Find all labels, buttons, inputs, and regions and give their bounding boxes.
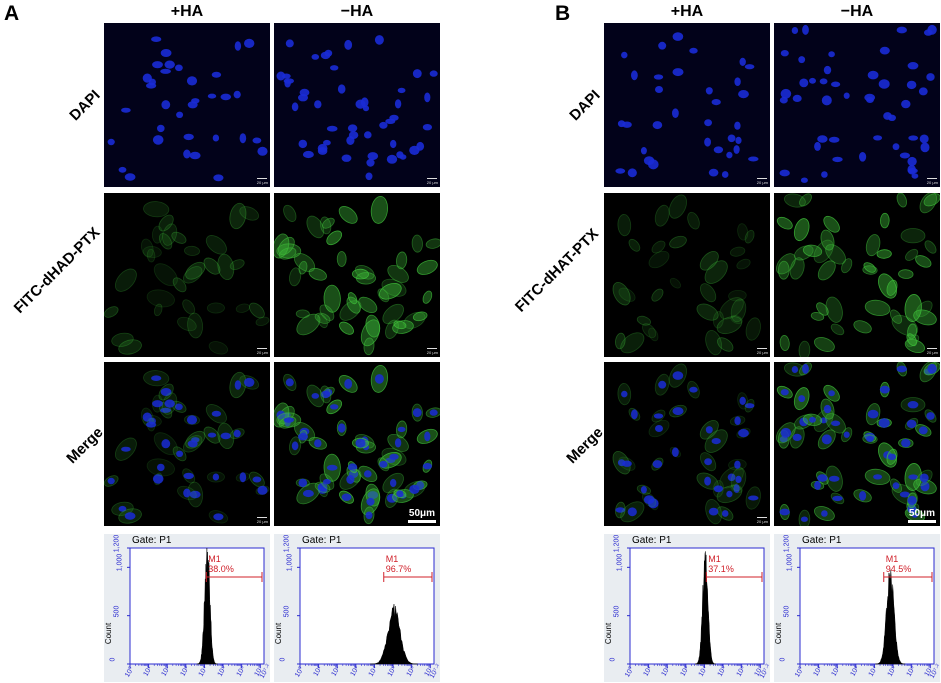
histogram-peak [875, 569, 906, 665]
flow-marker-label: M1 [885, 554, 899, 564]
scale-bar-small: 20 μm [426, 180, 438, 185]
col-head-a-plus-ha: +HA [170, 3, 204, 20]
scale-bar-small: 20 μm [426, 350, 438, 355]
panel-letter-b: B [555, 2, 571, 25]
flow-y-axis-label: Count [274, 622, 284, 645]
flow-y-tick-label: 1,200 [783, 534, 791, 553]
flow-y-axis-label: Count [604, 622, 614, 645]
flow-y-tick-label: 1,000 [616, 554, 624, 572]
flow-marker-label: M1 [708, 554, 721, 564]
micrograph-a-dapi-plus-ha: 20 μm [104, 23, 270, 187]
scale-bar: 50μm [408, 508, 436, 523]
col-head-b-plus-ha: +HA [670, 3, 704, 20]
flow-y-axis-label: Count [104, 622, 114, 645]
flow-marker-label: M1 [208, 554, 221, 564]
scale-bar-small: 20 μm [256, 350, 268, 355]
flow-y-tick-label: 0 [109, 657, 117, 662]
flow-histogram-b-plus-ha: Gate: P1 M1 37.1% Count 0 500 1,000 1,200 10⁰ 10¹… [604, 534, 770, 682]
row-label-b-fitc: FITC-dHAT-PTX [511, 225, 603, 316]
micrograph-a-dapi-minus-ha: 20 μm [274, 23, 440, 187]
row-label-a-fitc: FITC-dHAD-PTX [10, 224, 104, 317]
flow-gate-label: Gate: P1 [632, 535, 672, 546]
scale-bar-line [408, 520, 436, 523]
histogram-peak [370, 604, 418, 665]
flow-y-tick-label: 0 [609, 657, 617, 662]
micrograph-a-merge-minus-ha: 50μm [274, 362, 440, 526]
scale-bar-label: 50μm [408, 508, 436, 519]
flow-y-tick-label: 500 [283, 605, 291, 617]
micrograph-b-fitc-minus-ha: 20 μm [774, 193, 940, 357]
scale-bar-small: 20 μm [756, 180, 768, 185]
flow-marker-percent: 96.7% [385, 564, 412, 574]
flow-gate-label: Gate: P1 [802, 535, 842, 546]
scale-bar-small: 20 μm [756, 519, 768, 524]
scale-bar-small: 20 μm [926, 180, 938, 185]
flow-y-tick-label: 1,000 [116, 554, 124, 572]
flow-marker-percent: 94.5% [885, 564, 912, 574]
scale-bar-small: 20 μm [256, 519, 268, 524]
scale-bar-small: 20 μm [926, 350, 938, 355]
flow-y-tick-label: 1,000 [786, 554, 794, 572]
micrograph-b-merge-plus-ha: 20 μm [604, 362, 770, 526]
flow-gate-label: Gate: P1 [132, 535, 172, 546]
panel-letter-a: A [4, 2, 20, 25]
micrograph-b-dapi-plus-ha: 20 μm [604, 23, 770, 187]
flow-y-tick-label: 1,200 [613, 534, 621, 553]
flow-y-tick-label: 500 [613, 605, 621, 617]
flow-marker-percent: 38.0% [208, 564, 234, 574]
flow-histogram-b-minus-ha: Gate: P1 M1 94.5% Count 0 500 1,000 1,200 10⁰ 10¹… [774, 534, 940, 682]
scale-bar: 50μm [908, 508, 936, 523]
col-head-a-minus-ha: −HA [340, 3, 374, 20]
flow-y-tick-label: 1,200 [283, 534, 291, 553]
flow-y-tick-label: 500 [113, 605, 121, 617]
flow-marker-percent: 37.1% [708, 564, 734, 574]
flow-y-axis-label: Count [774, 622, 784, 645]
flow-marker-label: M1 [385, 554, 399, 564]
histogram-peak [196, 547, 218, 665]
micrograph-a-fitc-minus-ha: 20 μm [274, 193, 440, 357]
flow-y-tick-label: 0 [779, 657, 787, 662]
flow-gate-label: Gate: P1 [302, 535, 342, 546]
scale-bar-line [908, 520, 936, 523]
flow-y-tick-label: 1,000 [286, 554, 294, 572]
scale-bar-small: 20 μm [256, 180, 268, 185]
col-head-b-minus-ha: −HA [840, 3, 874, 20]
micrograph-a-fitc-plus-ha: 20 μm [104, 193, 270, 357]
micrograph-a-merge-plus-ha: 20 μm [104, 362, 270, 526]
flow-y-tick-label: 500 [783, 605, 791, 617]
micrograph-b-fitc-plus-ha: 20 μm [604, 193, 770, 357]
scale-bar-label: 50μm [908, 508, 936, 519]
flow-histogram-a-plus-ha: Gate: P1 M1 38.0% Count 0 500 1,000 1,200 10⁰ 10¹… [104, 534, 270, 682]
scale-bar-small: 20 μm [756, 350, 768, 355]
micrograph-b-merge-minus-ha: 50μm [774, 362, 940, 526]
histogram-peak [694, 551, 716, 665]
flow-y-tick-label: 0 [279, 657, 287, 662]
micrograph-b-dapi-minus-ha: 20 μm [774, 23, 940, 187]
flow-histogram-a-minus-ha: Gate: P1 M1 96.7% Count 0 500 1,000 1,200 10⁰ 10¹… [274, 534, 440, 682]
flow-y-tick-label: 1,200 [113, 534, 121, 553]
